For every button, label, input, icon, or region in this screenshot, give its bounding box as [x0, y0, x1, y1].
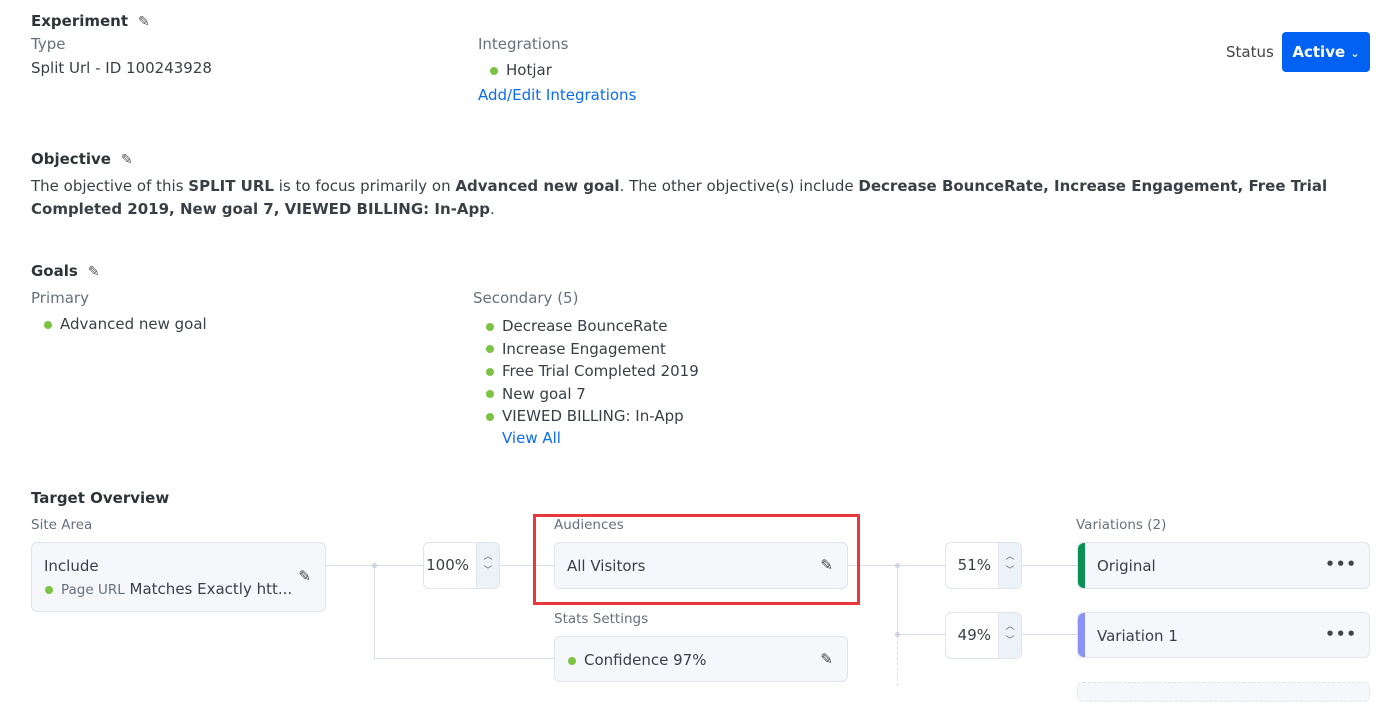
primary-goal-item: Advanced new goal: [44, 315, 207, 333]
secondary-goal-item: Free Trial Completed 2019: [486, 360, 699, 383]
experiment-heading: Experiment ✎: [31, 12, 150, 30]
objective-text: The objective of this SPLIT URL is to fo…: [31, 177, 1328, 218]
chevron-down-icon: ⌄: [1350, 47, 1360, 60]
chevron-down-icon[interactable]: ﹀: [1005, 566, 1015, 576]
view-all-goals-link[interactable]: View All: [502, 429, 561, 447]
edit-objective-pencil-icon[interactable]: ✎: [120, 152, 133, 168]
chevron-down-icon[interactable]: ﹀: [1005, 636, 1015, 646]
site-area-card[interactable]: Include Page URL Matches Exactly htt... …: [31, 542, 326, 612]
status-label: Status: [1226, 43, 1274, 61]
add-variation-card[interactable]: [1077, 682, 1370, 702]
site-area-mode: Include: [44, 557, 99, 575]
audience-name: All Visitors: [567, 557, 646, 575]
objective-heading: Objective ✎: [31, 150, 133, 168]
secondary-goal-item: New goal 7: [486, 383, 699, 406]
site-area-label: Site Area: [31, 517, 93, 533]
edit-audience-pencil-icon[interactable]: ✎: [820, 556, 833, 574]
chevron-up-icon[interactable]: ︿: [1005, 552, 1015, 562]
variation-split-stepper[interactable]: 51% ︿ ﹀: [945, 542, 1022, 589]
status-dot-icon: [44, 320, 52, 329]
secondary-goals-list: Decrease BounceRate Increase Engagement …: [486, 315, 699, 428]
stats-settings-card[interactable]: Confidence 97% ✎: [554, 636, 848, 682]
variations-label: Variations (2): [1076, 517, 1167, 533]
target-overview-heading: Target Overview: [31, 489, 170, 507]
site-area-rule: Page URL Matches Exactly htt...: [45, 580, 292, 598]
chevron-up-icon[interactable]: ︿: [483, 552, 493, 562]
secondary-goal-item: VIEWED BILLING: In-App: [486, 405, 699, 428]
stats-settings-label: Stats Settings: [554, 611, 649, 627]
edit-stats-pencil-icon[interactable]: ✎: [820, 650, 833, 668]
integrations-label: Integrations: [478, 35, 569, 53]
status-dropdown-button[interactable]: Active ⌄: [1282, 32, 1370, 72]
type-value: Split Url - ID 100243928: [31, 59, 212, 77]
secondary-label: Secondary (5): [473, 289, 579, 307]
secondary-goal-item: Increase Engagement: [486, 338, 699, 361]
variation-card-variation-1[interactable]: Variation 1 •••: [1077, 612, 1370, 658]
status-dot-icon: [490, 66, 498, 75]
chevron-up-icon[interactable]: ︿: [1005, 622, 1015, 632]
more-options-icon[interactable]: •••: [1325, 625, 1357, 643]
add-edit-integrations-link[interactable]: Add/Edit Integrations: [478, 86, 637, 104]
status-dot-icon: [568, 656, 576, 665]
goals-heading: Goals ✎: [31, 262, 100, 280]
status-dot-icon: [45, 585, 53, 594]
variation-card-original[interactable]: Original •••: [1077, 542, 1370, 589]
edit-experiment-pencil-icon[interactable]: ✎: [138, 14, 150, 30]
highlight-box: [533, 514, 860, 605]
edit-site-area-pencil-icon[interactable]: ✎: [298, 567, 311, 585]
primary-label: Primary: [31, 289, 89, 307]
stats-value: Confidence 97%: [568, 651, 706, 669]
variation-split-stepper[interactable]: 49% ︿ ﹀: [945, 612, 1022, 659]
edit-goals-pencil-icon[interactable]: ✎: [87, 264, 100, 280]
secondary-goal-item: Decrease BounceRate: [486, 315, 699, 338]
chevron-down-icon[interactable]: ﹀: [483, 566, 493, 576]
integration-item: Hotjar: [490, 61, 552, 79]
audience-card[interactable]: All Visitors ✎: [554, 542, 848, 589]
traffic-percent-stepper[interactable]: 100% ︿ ﹀: [423, 542, 500, 589]
type-label: Type: [31, 35, 66, 53]
more-options-icon[interactable]: •••: [1325, 555, 1357, 573]
audiences-label: Audiences: [554, 517, 624, 533]
